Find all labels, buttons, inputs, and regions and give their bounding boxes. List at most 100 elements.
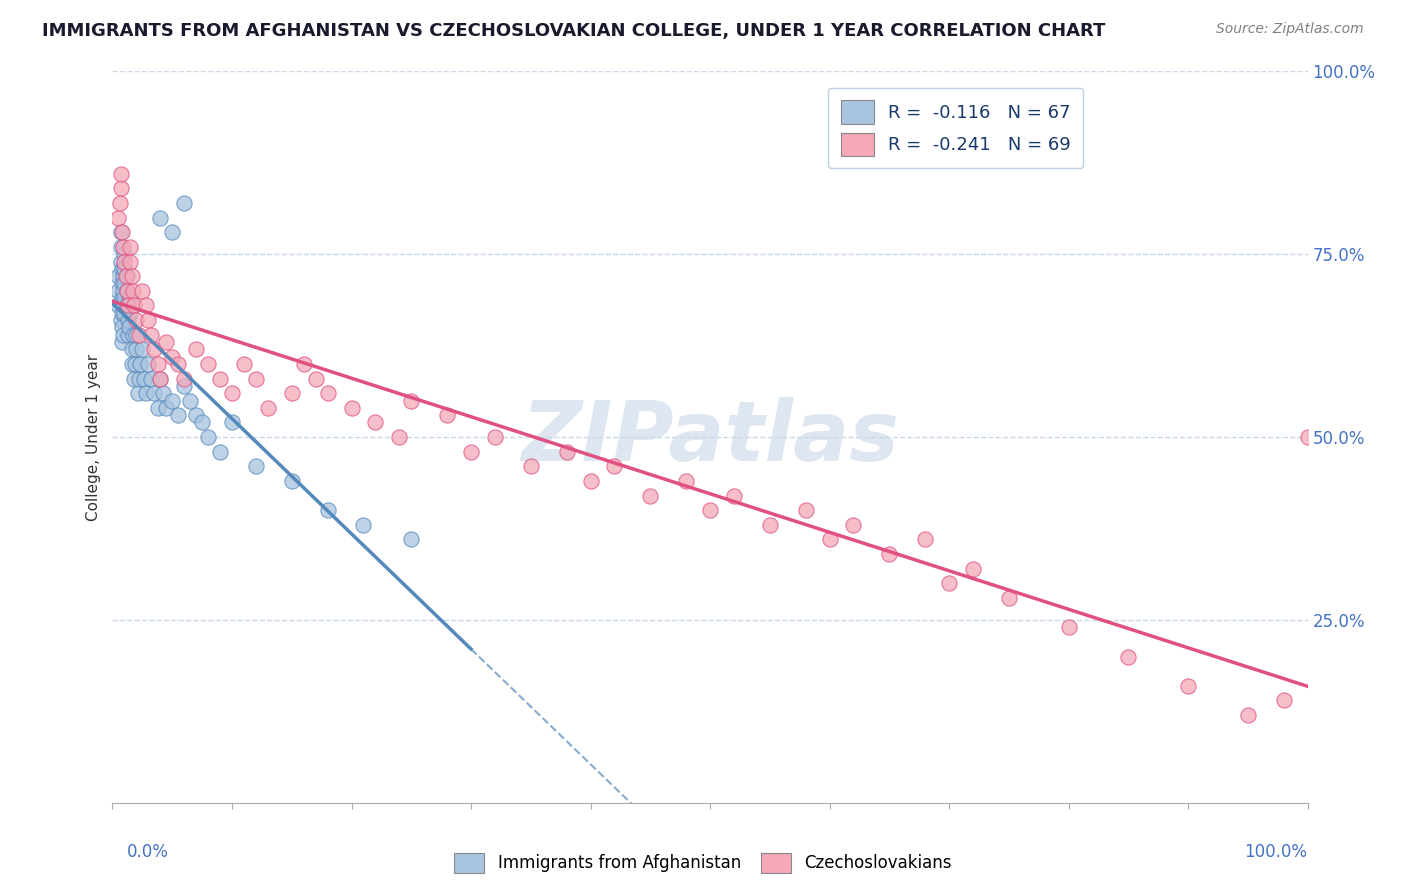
Point <box>132 371 155 385</box>
Point <box>352 517 374 532</box>
Point <box>364 416 387 430</box>
Point <box>197 357 219 371</box>
Point <box>879 547 901 561</box>
Point <box>962 562 984 576</box>
Point <box>114 269 136 284</box>
Point <box>233 357 256 371</box>
Point <box>603 459 626 474</box>
Point <box>245 371 267 385</box>
Point <box>112 269 135 284</box>
Point <box>257 401 280 415</box>
Point <box>167 408 190 422</box>
Point <box>111 334 134 349</box>
Point <box>114 306 135 320</box>
Point <box>117 298 139 312</box>
Legend: R =  -0.116   N = 67, R =  -0.241   N = 69: R = -0.116 N = 67, R = -0.241 N = 69 <box>828 87 1084 169</box>
Point <box>305 371 328 385</box>
Point <box>186 343 208 357</box>
Point <box>162 393 183 408</box>
Point <box>186 408 208 422</box>
Point <box>842 517 865 532</box>
Point <box>111 261 134 276</box>
Point <box>107 211 129 225</box>
Point <box>155 401 177 415</box>
Point <box>121 357 143 371</box>
Point <box>120 291 142 305</box>
Point <box>115 284 138 298</box>
Point <box>110 240 132 254</box>
Point <box>118 320 141 334</box>
Point <box>191 416 214 430</box>
Text: 0.0%: 0.0% <box>127 843 169 861</box>
Point <box>107 284 129 298</box>
Point <box>112 298 135 312</box>
Point <box>115 269 138 284</box>
Point <box>209 444 232 458</box>
Point <box>1272 693 1295 707</box>
Point <box>121 343 143 357</box>
Point <box>114 291 135 305</box>
Point <box>162 225 183 239</box>
Point <box>1177 679 1199 693</box>
Point <box>114 247 135 261</box>
Point <box>110 167 132 181</box>
Point <box>245 459 267 474</box>
Point <box>281 474 304 488</box>
Point <box>152 386 174 401</box>
Point <box>127 386 149 401</box>
Point <box>149 211 172 225</box>
Point <box>281 386 304 401</box>
Point <box>1118 649 1140 664</box>
Point <box>146 401 169 415</box>
Point <box>111 320 134 334</box>
Point <box>138 313 160 327</box>
Point <box>121 284 143 298</box>
Point <box>149 371 172 385</box>
Point <box>114 261 135 276</box>
Point <box>117 327 139 342</box>
Y-axis label: College, Under 1 year: College, Under 1 year <box>86 353 101 521</box>
Point <box>117 313 139 327</box>
Point <box>110 254 132 268</box>
Point <box>759 517 782 532</box>
Point <box>520 459 543 474</box>
Point <box>173 379 195 393</box>
Point <box>125 313 148 327</box>
Point <box>110 181 132 195</box>
Point <box>111 225 134 239</box>
Point <box>124 357 146 371</box>
Point <box>146 357 169 371</box>
Point <box>115 298 138 312</box>
Text: 100.0%: 100.0% <box>1244 843 1308 861</box>
Point <box>111 277 134 291</box>
Point <box>110 313 132 327</box>
Text: ZIPatlas: ZIPatlas <box>522 397 898 477</box>
Point <box>135 386 157 401</box>
Point <box>579 474 602 488</box>
Point <box>111 306 134 320</box>
Point <box>115 284 138 298</box>
Point <box>131 284 153 298</box>
Point <box>143 386 166 401</box>
Point <box>111 291 134 305</box>
Point <box>1296 430 1319 444</box>
Point <box>998 591 1021 605</box>
Point <box>292 357 315 371</box>
Point <box>112 284 135 298</box>
Point <box>120 240 142 254</box>
Point <box>110 225 132 239</box>
Point <box>112 327 135 342</box>
Point <box>125 343 148 357</box>
Point <box>155 334 177 349</box>
Point <box>135 298 157 312</box>
Point <box>1057 620 1080 634</box>
Point <box>401 533 423 547</box>
Point <box>794 503 817 517</box>
Point <box>162 350 183 364</box>
Point <box>555 444 578 458</box>
Point <box>125 327 148 342</box>
Point <box>122 298 145 312</box>
Point <box>316 386 339 401</box>
Point <box>460 444 482 458</box>
Point <box>122 371 145 385</box>
